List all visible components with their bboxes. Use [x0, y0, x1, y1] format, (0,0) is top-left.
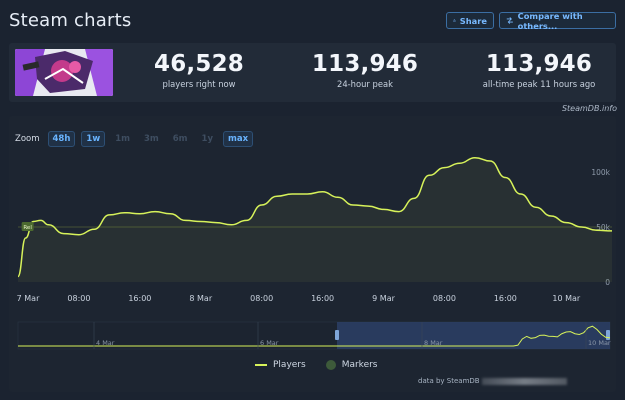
compare-icon: [506, 17, 513, 24]
zoom-3m-button[interactable]: 3m: [143, 134, 159, 144]
peak-24h-value: 113,946: [311, 51, 419, 77]
share-label: Share: [459, 15, 487, 26]
zoom-48h-button[interactable]: 48h: [47, 131, 76, 147]
players-line-swatch: [255, 364, 267, 366]
blurred-text: [481, 377, 567, 385]
markers-dot-swatch: [325, 360, 336, 370]
compare-label: Compare with others...: [517, 10, 583, 31]
players-now-label: players right now: [162, 79, 236, 89]
zoom-label: Zoom: [15, 134, 40, 144]
legend-markers-label: Markers: [341, 360, 378, 370]
legend-item-players[interactable]: Players: [255, 360, 306, 370]
stats-bar: 46,528 players right now 113,946 24-hour…: [9, 43, 616, 102]
zoom-1y-button[interactable]: 1y: [201, 134, 213, 144]
steamdb-watermark: SteamDB.info: [561, 104, 617, 113]
all-time-peak-stat: 113,946 all-time peak 11 hours ago: [459, 50, 619, 90]
game-thumbnail[interactable]: [15, 49, 113, 96]
zoom-1w-button[interactable]: 1w: [81, 131, 106, 147]
data-credit: data by SteamDB: [418, 377, 567, 385]
game-art-image: [15, 49, 113, 96]
all-time-peak-label: all-time peak 11 hours ago: [482, 79, 596, 89]
compare-button[interactable]: Compare with others...: [499, 10, 616, 31]
players-now-value: 46,528: [154, 51, 244, 77]
players-now-stat: 46,528 players right now: [134, 50, 264, 90]
chart-panel: Zoom 48h 1w 1m 3m 6m 1y max: [9, 116, 616, 392]
share-button[interactable]: Share: [446, 12, 494, 29]
share-icon: [453, 19, 456, 22]
page-title: Steam charts: [9, 10, 132, 31]
peak-24h-label: 24-hour peak: [337, 79, 393, 89]
zoom-controls: Zoom 48h 1w 1m 3m 6m 1y max: [15, 131, 254, 147]
all-time-peak-value: 113,946: [485, 51, 593, 77]
legend-item-markers[interactable]: Markers: [325, 360, 378, 370]
peak-24h-stat: 113,946 24-hour peak: [300, 50, 430, 90]
chart-legend: Players Markers: [255, 360, 378, 370]
zoom-1m-button[interactable]: 1m: [115, 134, 130, 144]
data-credit-text: data by SteamDB: [418, 377, 480, 385]
legend-players-label: Players: [273, 360, 306, 370]
zoom-6m-button[interactable]: 6m: [172, 134, 188, 144]
zoom-max-button[interactable]: max: [223, 131, 254, 147]
